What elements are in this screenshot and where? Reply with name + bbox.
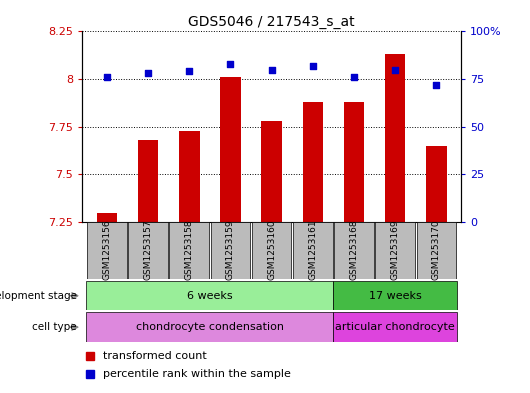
Bar	[293, 222, 333, 279]
Bar	[252, 222, 292, 279]
Bar	[220, 77, 241, 222]
Text: percentile rank within the sample: percentile rank within the sample	[103, 369, 291, 379]
Bar	[385, 54, 405, 222]
Bar	[333, 281, 457, 310]
Bar	[170, 222, 209, 279]
Bar	[426, 146, 447, 222]
Bar	[87, 222, 127, 279]
Text: GSM1253157: GSM1253157	[144, 219, 153, 280]
Bar	[179, 130, 199, 222]
Point	[103, 74, 111, 80]
Text: GSM1253160: GSM1253160	[267, 219, 276, 280]
Bar	[334, 222, 374, 279]
Bar	[261, 121, 282, 222]
Text: articular chondrocyte: articular chondrocyte	[335, 322, 455, 332]
Point	[391, 66, 400, 73]
Point	[226, 61, 235, 67]
Bar	[86, 312, 333, 342]
Text: GSM1253168: GSM1253168	[349, 219, 358, 280]
Bar	[344, 102, 364, 222]
Text: GSM1253161: GSM1253161	[308, 219, 317, 280]
Point	[185, 68, 193, 75]
Text: transformed count: transformed count	[103, 351, 207, 362]
Point	[432, 82, 440, 88]
Bar	[138, 140, 158, 222]
Point	[268, 66, 276, 73]
Bar	[86, 281, 333, 310]
Text: development stage: development stage	[0, 291, 77, 301]
Bar	[375, 222, 415, 279]
Bar	[128, 222, 168, 279]
Point	[350, 74, 358, 80]
Bar	[417, 222, 456, 279]
Text: GSM1253170: GSM1253170	[432, 219, 441, 280]
Point	[308, 62, 317, 69]
Text: GSM1253158: GSM1253158	[185, 219, 194, 280]
Bar	[96, 213, 117, 222]
Text: 6 weeks: 6 weeks	[187, 291, 233, 301]
Bar	[210, 222, 250, 279]
Text: chondrocyte condensation: chondrocyte condensation	[136, 322, 284, 332]
Bar	[303, 102, 323, 222]
Point	[144, 70, 152, 77]
Text: GSM1253169: GSM1253169	[391, 219, 400, 280]
Text: GSM1253156: GSM1253156	[102, 219, 111, 280]
Text: 17 weeks: 17 weeks	[369, 291, 421, 301]
Text: GSM1253159: GSM1253159	[226, 219, 235, 280]
Title: GDS5046 / 217543_s_at: GDS5046 / 217543_s_at	[188, 15, 355, 29]
Bar	[333, 312, 457, 342]
Text: cell type: cell type	[32, 322, 77, 332]
